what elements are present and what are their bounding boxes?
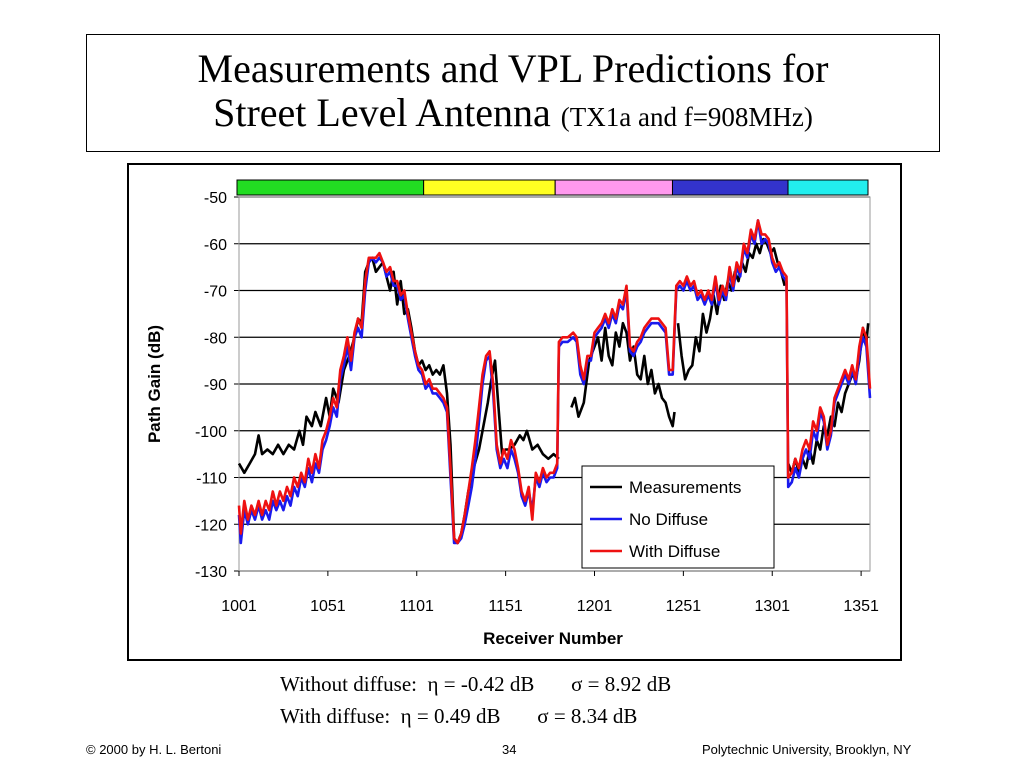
series-line-no-diffuse <box>237 219 872 545</box>
y-tick-label: -110 <box>196 471 227 488</box>
region-band-4 <box>671 179 789 196</box>
y-tick-label: -120 <box>195 517 227 534</box>
y-tick-label: -50 <box>204 190 227 207</box>
y-tick-label: -130 <box>195 564 227 581</box>
region-band-2 <box>423 179 556 196</box>
slide-title-subtitle: (TX1a and f=908MHz) <box>560 102 813 132</box>
series-line-measurements <box>570 321 676 428</box>
x-axis-label: Receiver Number <box>483 629 623 648</box>
x-tick-labels: 1001 1051 1101 1151 1201 1251 1301 1351 <box>221 571 879 615</box>
y-axis-label: Path Gain (dB) <box>145 325 164 443</box>
without-diffuse-sigma: σ = 8.92 dB <box>571 672 672 696</box>
x-tick-label: 1051 <box>310 598 346 615</box>
region-band-1 <box>236 179 425 196</box>
y-tick-label: -70 <box>204 284 227 301</box>
y-tick-label: -60 <box>204 237 227 254</box>
footer-institution: Polytechnic University, Brooklyn, NY <box>702 742 912 757</box>
legend-label: Measurements <box>629 478 741 497</box>
series-line-measurements <box>237 256 560 545</box>
y-tick-label: -100 <box>195 424 227 441</box>
y-tick-label: -80 <box>204 330 227 347</box>
title-box: Measurements and VPL Predictions for Str… <box>86 34 940 152</box>
region-band-5 <box>787 179 869 196</box>
y-tick-label: -90 <box>204 377 227 394</box>
x-tick-label: 1351 <box>843 598 879 615</box>
x-tick-label: 1301 <box>754 598 790 615</box>
footer-copyright: © 2000 by H. L. Bertoni <box>86 742 222 757</box>
y-tick-labels: -50 -60 -70 -80 -90 -100 -110 -120 -130 <box>195 190 227 581</box>
with-diffuse-label: With diffuse: <box>280 704 391 728</box>
with-diffuse-sigma: σ = 8.34 dB <box>537 704 638 728</box>
x-tick-label: 1251 <box>666 598 702 615</box>
stats-block: Without diffuse: η = -0.42 dB σ = 8.92 d… <box>280 668 671 732</box>
legend-label: No Diffuse <box>629 510 708 529</box>
with-diffuse-eta: η = 0.49 dB <box>400 704 501 728</box>
footer-page-number: 34 <box>502 742 517 757</box>
legend: Measurements No Diffuse With Diffuse <box>581 465 775 569</box>
x-tick-label: 1001 <box>221 598 257 615</box>
chart-frame <box>127 163 902 661</box>
slide-title-main: Street Level Antenna <box>213 90 551 135</box>
x-tick-label: 1151 <box>488 598 523 615</box>
legend-label: With Diffuse <box>629 542 720 561</box>
region-bands <box>236 179 869 196</box>
series-line-measurements <box>676 237 786 381</box>
slide-title-line1: Measurements and VPL Predictions for <box>197 46 829 91</box>
series-line-with-diffuse <box>237 219 872 545</box>
slide-title-line2: Street Level Antenna (TX1a and f=908MHz) <box>87 91 939 139</box>
x-tick-label: 1201 <box>577 598 613 615</box>
region-band-3 <box>554 179 673 196</box>
x-tick-label: 1101 <box>400 598 435 615</box>
series-lines <box>237 219 872 545</box>
without-diffuse-eta: η = -0.42 dB <box>427 672 535 696</box>
without-diffuse-label: Without diffuse: <box>280 672 418 696</box>
